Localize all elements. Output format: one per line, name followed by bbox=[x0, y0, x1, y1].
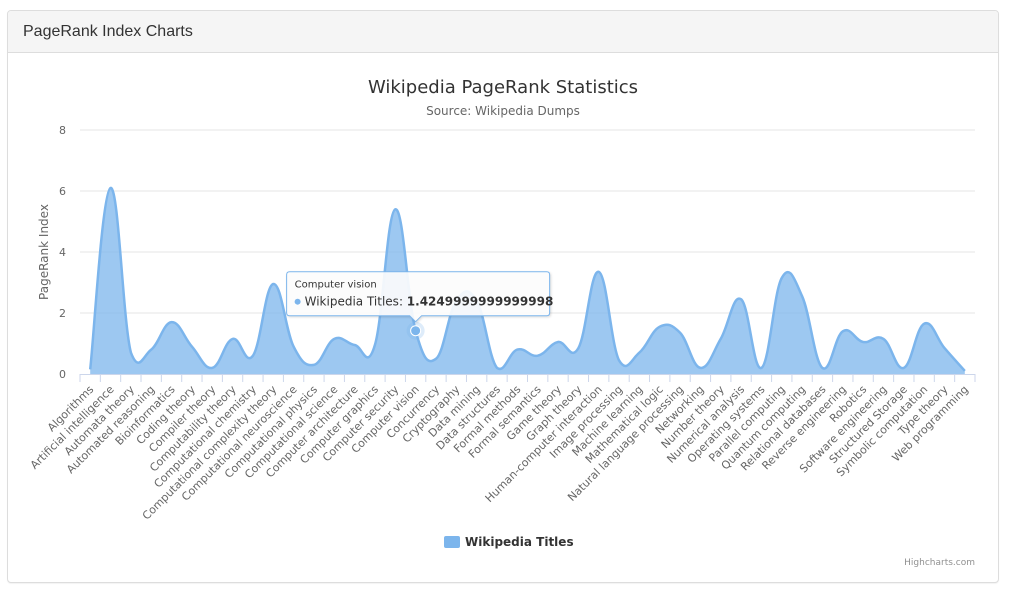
y-tick-label: 4 bbox=[59, 246, 66, 259]
data-point-7[interactable] bbox=[229, 335, 237, 343]
data-point-36[interactable] bbox=[818, 364, 826, 372]
data-point-32[interactable] bbox=[737, 295, 745, 303]
data-point-23[interactable] bbox=[554, 338, 562, 346]
data-point-4[interactable] bbox=[168, 318, 176, 326]
chart-panel: PageRank Index Charts bbox=[7, 10, 999, 583]
tooltip-box bbox=[286, 271, 551, 323]
tooltip-value: 1.4249999999999998 bbox=[407, 295, 554, 309]
data-point-37[interactable] bbox=[839, 327, 847, 335]
data-point-3[interactable] bbox=[147, 346, 155, 354]
data-point-1[interactable] bbox=[107, 184, 115, 192]
data-point-42[interactable] bbox=[940, 344, 948, 352]
data-point-5[interactable] bbox=[188, 343, 196, 351]
data-point-2[interactable] bbox=[127, 349, 135, 357]
data-point-11[interactable] bbox=[310, 361, 318, 369]
series-area[interactable] bbox=[90, 187, 965, 374]
data-point-26[interactable] bbox=[615, 356, 623, 364]
y-axis: 0 2 4 6 8 bbox=[59, 124, 66, 381]
data-point-27[interactable] bbox=[635, 349, 643, 357]
tooltip-series-dot bbox=[294, 298, 301, 305]
data-point-29[interactable] bbox=[676, 329, 684, 337]
data-point-33[interactable] bbox=[757, 364, 765, 372]
y-tick-label: 0 bbox=[59, 368, 66, 381]
data-point-40[interactable] bbox=[900, 364, 908, 372]
series-line[interactable] bbox=[88, 186, 966, 372]
hover-marker[interactable] bbox=[406, 321, 425, 340]
data-point-10[interactable] bbox=[290, 343, 298, 351]
legend-item-wikipedia-titles[interactable]: Wikipedia Titles bbox=[465, 535, 574, 549]
data-point-20[interactable] bbox=[493, 364, 501, 372]
tooltip-line: Wikipedia Titles: 1.4249999999999998 bbox=[305, 295, 554, 309]
data-point-24[interactable] bbox=[574, 344, 582, 352]
data-point-9[interactable] bbox=[269, 280, 277, 288]
legend-swatch[interactable] bbox=[444, 536, 460, 548]
y-tick-label: 6 bbox=[59, 185, 66, 198]
data-point-8[interactable] bbox=[249, 352, 257, 360]
data-point-41[interactable] bbox=[920, 320, 928, 328]
chart-credits[interactable]: Highcharts.com bbox=[904, 558, 975, 568]
data-point-13[interactable] bbox=[351, 341, 359, 349]
legend[interactable]: Wikipedia Titles bbox=[444, 535, 574, 549]
data-point-39[interactable] bbox=[879, 335, 887, 343]
y-tick-label: 8 bbox=[59, 124, 66, 137]
tooltip: Computer vision Wikipedia Titles: 1.4249… bbox=[286, 271, 554, 323]
y-tick-label: 2 bbox=[59, 307, 66, 320]
data-point-12[interactable] bbox=[330, 335, 338, 343]
data-point-22[interactable] bbox=[534, 352, 542, 360]
data-point-0[interactable] bbox=[86, 365, 94, 373]
data-point-38[interactable] bbox=[859, 338, 867, 346]
data-point-21[interactable] bbox=[513, 346, 521, 354]
data-point-6[interactable] bbox=[208, 364, 216, 372]
data-point-28[interactable] bbox=[656, 323, 664, 331]
data-point-15[interactable] bbox=[391, 205, 399, 213]
tooltip-category: Computer vision bbox=[295, 280, 377, 291]
data-point-31[interactable] bbox=[717, 335, 725, 343]
y-axis-title: PageRank Index bbox=[37, 204, 51, 300]
data-point-30[interactable] bbox=[696, 364, 704, 372]
chart-subtitle: Source: Wikipedia Dumps bbox=[426, 104, 580, 118]
data-point-43[interactable] bbox=[961, 367, 969, 375]
data-point-25[interactable] bbox=[595, 268, 603, 276]
panel-title: PageRank Index Charts bbox=[8, 11, 998, 53]
hover-point[interactable] bbox=[410, 325, 422, 337]
tooltip-colon: : bbox=[399, 295, 407, 309]
data-point-17[interactable] bbox=[432, 355, 440, 363]
data-point-14[interactable] bbox=[371, 341, 379, 349]
chart-title: Wikipedia PageRank Statistics bbox=[368, 77, 638, 98]
data-point-34[interactable] bbox=[778, 274, 786, 282]
data-point-35[interactable] bbox=[798, 292, 806, 300]
tooltip-series-name: Wikipedia Titles bbox=[305, 295, 399, 309]
